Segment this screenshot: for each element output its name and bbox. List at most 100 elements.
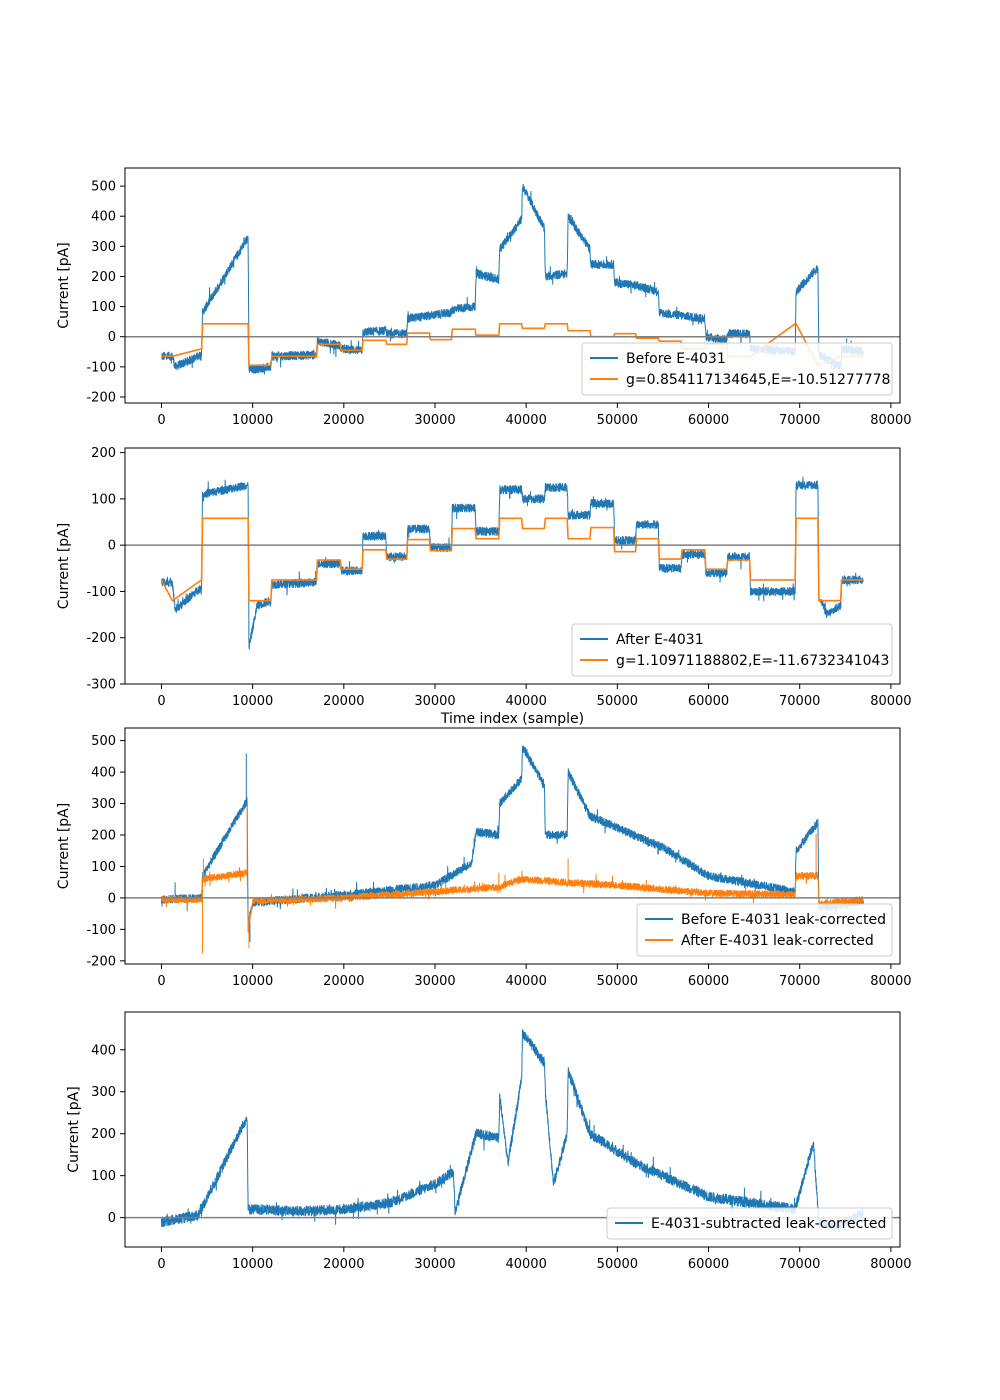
x-tick-label: 40000 — [505, 1257, 546, 1272]
legend-label: Before E-4031 — [626, 351, 726, 367]
x-tick-label: 20000 — [323, 974, 364, 989]
series-line-2 — [161, 806, 864, 953]
x-tick-label: 80000 — [870, 694, 911, 709]
x-tick-label: 40000 — [505, 413, 546, 428]
y-tick-label: 400 — [91, 766, 116, 781]
x-tick-label: 50000 — [597, 1257, 638, 1272]
legend-label: g=1.10971188802,E=-11.6732341043 — [616, 653, 889, 669]
y-tick-label: 0 — [108, 1211, 116, 1226]
y-tick-label: -100 — [86, 585, 116, 600]
chart-panel-4: 0 10000 20000 30000 40000 50000 60000 70000 8000… — [66, 1011, 912, 1272]
series-line-2 — [160, 517, 864, 602]
axes-frame — [124, 727, 901, 965]
x-tick-label: 70000 — [779, 694, 820, 709]
x-tick-label: 30000 — [414, 1257, 455, 1272]
x-tick-label: 80000 — [870, 413, 911, 428]
x-tick-label: 80000 — [870, 974, 911, 989]
legend-box — [606, 1207, 893, 1240]
y-tick-label: -200 — [86, 390, 116, 405]
y-tick-label: 100 — [91, 1169, 116, 1184]
x-tick-label: 70000 — [779, 974, 820, 989]
chart-panel-2: 0 10000 20000 30000 40000 50000 60000 70000 8000… — [56, 446, 912, 727]
legend: E-4031-subtracted leak-corrected — [606, 1207, 893, 1240]
x-tick-label: 30000 — [414, 974, 455, 989]
x-tick-label: 60000 — [688, 694, 729, 709]
x-tick-label: 30000 — [414, 413, 455, 428]
y-tick-label: 400 — [91, 1043, 116, 1058]
x-tick-label: 60000 — [688, 1257, 729, 1272]
y-tick-label: 100 — [91, 860, 116, 875]
axes-frame — [124, 1011, 901, 1248]
x-tick-label: 70000 — [779, 413, 820, 428]
x-tick-label: 0 — [157, 974, 165, 989]
y-tick-label: -300 — [86, 678, 116, 693]
y-tick-label: 0 — [108, 891, 116, 906]
x-tick-label: 0 — [157, 413, 165, 428]
y-tick-label: -200 — [86, 954, 116, 969]
legend-box — [581, 342, 893, 396]
legend-label: Before E-4031 leak-corrected — [681, 912, 886, 928]
x-tick-label: 50000 — [597, 974, 638, 989]
y-tick-label: -200 — [86, 631, 116, 646]
y-tick-label: -100 — [86, 360, 116, 375]
legend-label: After E-4031 leak-corrected — [681, 933, 874, 949]
x-tick-label: 0 — [157, 1257, 165, 1272]
y-tick-label: -100 — [86, 923, 116, 938]
series-line-1 — [161, 183, 864, 375]
legend-box — [636, 903, 893, 957]
x-tick-label: 60000 — [688, 974, 729, 989]
x-tick-label: 10000 — [232, 694, 273, 709]
x-tick-label: 40000 — [505, 974, 546, 989]
y-axis-title: Current [pA] — [66, 1086, 82, 1172]
legend: Before E-4031 g=0.854117134645,E=-10.5127… — [581, 342, 893, 396]
y-axis-title: Current [pA] — [56, 242, 72, 328]
y-tick-label: 300 — [91, 240, 116, 255]
y-tick-label: 500 — [91, 734, 116, 749]
series-line-1 — [161, 1029, 864, 1233]
legend-label: g=0.854117134645,E=-10.51277778 — [626, 372, 890, 388]
legend-box — [571, 623, 893, 677]
x-tick-label: 50000 — [597, 694, 638, 709]
series-line-1 — [161, 476, 864, 650]
x-tick-label: 20000 — [323, 694, 364, 709]
plot-area — [125, 745, 900, 953]
x-tick-label: 70000 — [779, 1257, 820, 1272]
legend-label: After E-4031 — [616, 632, 704, 648]
y-tick-label: 200 — [91, 1127, 116, 1142]
x-axis-title: Time index (sample) — [440, 711, 584, 727]
x-tick-label: 10000 — [232, 974, 273, 989]
x-tick-label: 60000 — [688, 413, 729, 428]
y-tick-label: 0 — [108, 330, 116, 345]
y-tick-label: 200 — [91, 828, 116, 843]
x-tick-label: 40000 — [505, 694, 546, 709]
legend-label: E-4031-subtracted leak-corrected — [651, 1216, 886, 1232]
y-tick-label: 0 — [108, 539, 116, 554]
y-tick-label: 100 — [91, 300, 116, 315]
x-tick-label: 10000 — [232, 413, 273, 428]
y-axis-title: Current [pA] — [56, 523, 72, 609]
axes-frame — [124, 447, 901, 685]
chart-panel-1: 0 10000 20000 30000 40000 50000 60000 70000 8000… — [56, 167, 912, 428]
x-tick-label: 50000 — [597, 413, 638, 428]
y-tick-label: 200 — [91, 270, 116, 285]
y-tick-label: 300 — [91, 1085, 116, 1100]
y-tick-label: 500 — [91, 180, 116, 195]
x-tick-label: 20000 — [323, 1257, 364, 1272]
axes-frame — [124, 167, 901, 404]
y-tick-label: 300 — [91, 797, 116, 812]
plot-area — [125, 476, 900, 650]
x-tick-label: 10000 — [232, 1257, 273, 1272]
chart-panel-3: 0 10000 20000 30000 40000 50000 60000 70000 8000… — [56, 727, 912, 989]
x-tick-label: 30000 — [414, 694, 455, 709]
x-tick-label: 0 — [157, 694, 165, 709]
y-tick-label: 100 — [91, 492, 116, 507]
x-tick-label: 80000 — [870, 1257, 911, 1272]
series-line-1 — [161, 745, 864, 952]
y-axis-title: Current [pA] — [56, 803, 72, 889]
y-tick-label: 200 — [91, 446, 116, 461]
legend: Before E-4031 leak-corrected After E-4031… — [636, 903, 893, 957]
legend: After E-4031 g=1.10971188802,E=-11.673234… — [571, 623, 893, 677]
x-tick-label: 20000 — [323, 413, 364, 428]
y-tick-label: 400 — [91, 210, 116, 225]
